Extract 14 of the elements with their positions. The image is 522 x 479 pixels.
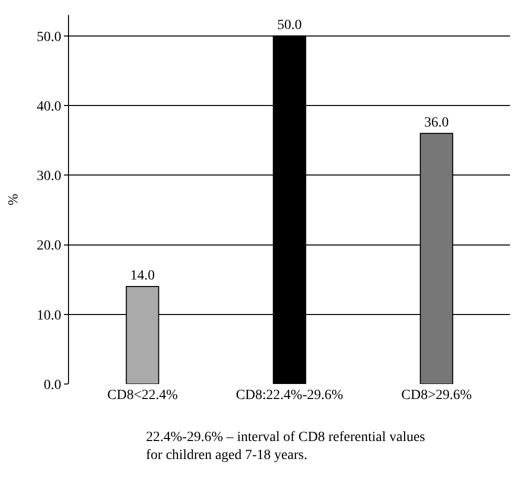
y-tick-label: 0.0 — [44, 378, 62, 393]
y-tick-label: 30.0 — [36, 169, 62, 184]
text: 22.4%-29.6% – interval of CD8 referential values for children aged 7-18 years. — [146, 430, 426, 464]
y-tick-label: 10.0 — [36, 308, 62, 324]
data-label: 50.0 — [277, 18, 302, 33]
x-tick-label: CD8>29.6% — [401, 388, 472, 403]
y-tick-label: 50.0 — [36, 30, 62, 45]
x-tick-label: CD8<22.4% — [107, 388, 178, 403]
data-label: 36.0 — [424, 115, 449, 130]
y-tick-label: 20.0 — [36, 238, 62, 254]
y-tick-label: 40.0 — [36, 99, 62, 114]
y-axis-title: % — [6, 193, 22, 206]
data-label: 14.0 — [130, 268, 155, 284]
x-tick-label: CD8:22.4%-29.6% — [236, 388, 344, 403]
